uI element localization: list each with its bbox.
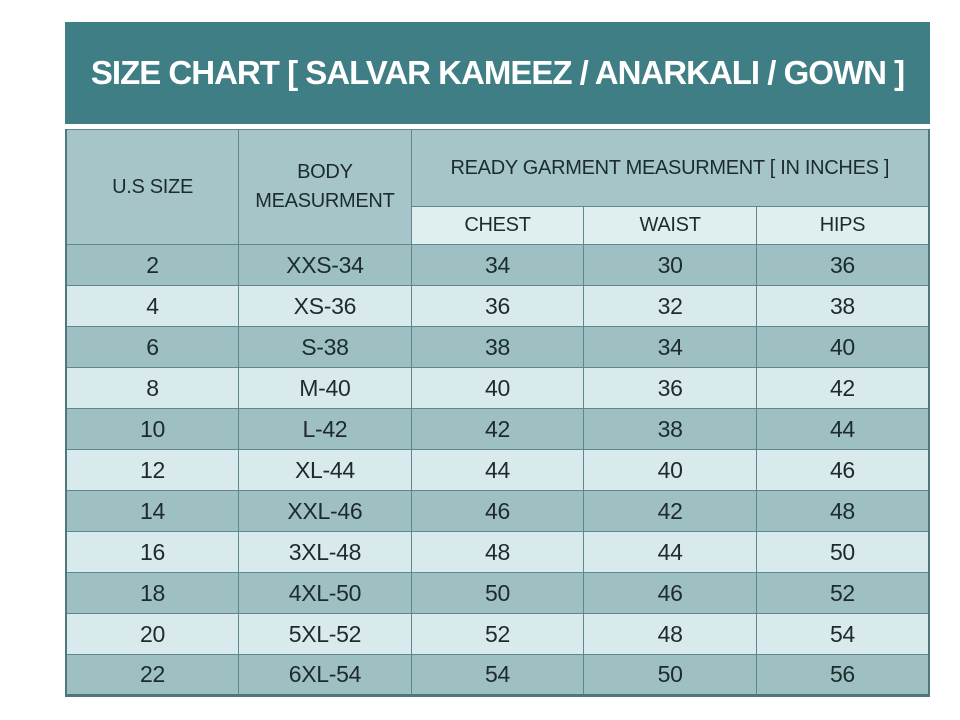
table-cell: 42 [583,490,757,532]
table-cell: 10 [65,408,240,450]
header-row-top: U.S SIZE BODY MEASURMENT READY GARMENT M… [65,129,930,245]
size-table: U.S SIZE BODY MEASURMENT READY GARMENT M… [65,129,930,697]
table-cell: 6XL-54 [238,654,412,696]
table-cell: 36 [755,244,930,286]
table-cell: 36 [583,367,757,409]
title-band: SIZE CHART [ SALVAR KAMEEZ / ANARKALI / … [65,22,930,124]
table-row: 18 4XL-50 50 46 52 [65,572,930,614]
column-header-waist: WAIST [583,206,757,245]
table-cell: 18 [65,572,240,614]
header-row-sub: CHEST WAIST HIPS [66,206,930,245]
table-cell: 46 [410,490,585,532]
column-header-body-measurement: BODY MEASURMENT [238,129,412,245]
size-table-body: 2 XXS-34 34 30 36 4 XS-36 36 32 38 6 S-38 38 34 40 8 M-4… [65,244,930,696]
table-cell: 40 [755,326,930,368]
table-cell: 54 [755,613,930,655]
table-cell: 5XL-52 [238,613,412,655]
table-cell: 48 [583,613,757,655]
table-row: 14 XXL-46 46 42 48 [65,490,930,532]
table-cell: 4 [65,285,240,327]
column-header-chest: CHEST [410,206,585,245]
table-cell: 34 [410,244,585,286]
table-cell: 56 [755,654,930,696]
table-cell: 38 [583,408,757,450]
table-cell: 48 [410,531,585,573]
table-cell: 20 [65,613,240,655]
size-table-head: U.S SIZE BODY MEASURMENT READY GARMENT M… [65,129,930,245]
table-cell: 6 [65,326,240,368]
table-row: 10 L-42 42 38 44 [65,408,930,450]
table-row: 16 3XL-48 48 44 50 [65,531,930,573]
table-cell: S-38 [238,326,412,368]
table-cell: M-40 [238,367,412,409]
table-row: 8 M-40 40 36 42 [65,367,930,409]
table-cell: 42 [410,408,585,450]
table-cell: 4XL-50 [238,572,412,614]
table-cell: 42 [755,367,930,409]
table-cell: 54 [410,654,585,696]
table-cell: L-42 [238,408,412,450]
table-cell: XL-44 [238,449,412,491]
column-header-hips: HIPS [755,206,930,245]
table-cell: 12 [65,449,240,491]
table-cell: 8 [65,367,240,409]
table-cell: 50 [755,531,930,573]
column-header-us-size: U.S SIZE [65,129,240,245]
table-cell: XXL-46 [238,490,412,532]
table-cell: 40 [410,367,585,409]
table-cell: 32 [583,285,757,327]
table-cell: 34 [583,326,757,368]
table-cell: XS-36 [238,285,412,327]
table-cell: 48 [755,490,930,532]
size-chart: SIZE CHART [ SALVAR KAMEEZ / ANARKALI / … [65,22,930,697]
table-cell: 2 [65,244,240,286]
page-title: SIZE CHART [ SALVAR KAMEEZ / ANARKALI / … [90,54,905,91]
table-cell: 46 [583,572,757,614]
table-row: 12 XL-44 44 40 46 [65,449,930,491]
table-cell: 16 [65,531,240,573]
column-header-ready-garment: READY GARMENT MEASURMENT [ IN INCHES ] [410,129,930,207]
table-cell: 44 [755,408,930,450]
table-cell: 38 [410,326,585,368]
table-cell: 38 [755,285,930,327]
table-cell: 40 [583,449,757,491]
table-cell: 50 [583,654,757,696]
table-cell: 46 [755,449,930,491]
table-row: 20 5XL-52 52 48 54 [65,613,930,655]
table-cell: 3XL-48 [238,531,412,573]
table-cell: 50 [410,572,585,614]
table-cell: 44 [410,449,585,491]
table-cell: XXS-34 [238,244,412,286]
table-cell: 44 [583,531,757,573]
table-cell: 30 [583,244,757,286]
table-cell: 36 [410,285,585,327]
table-cell: 52 [755,572,930,614]
table-row: 2 XXS-34 34 30 36 [65,244,930,286]
table-row: 6 S-38 38 34 40 [65,326,930,368]
table-row: 22 6XL-54 54 50 56 [65,654,930,696]
table-cell: 14 [65,490,240,532]
table-row: 4 XS-36 36 32 38 [65,285,930,327]
table-cell: 22 [65,654,240,696]
table-cell: 52 [410,613,585,655]
